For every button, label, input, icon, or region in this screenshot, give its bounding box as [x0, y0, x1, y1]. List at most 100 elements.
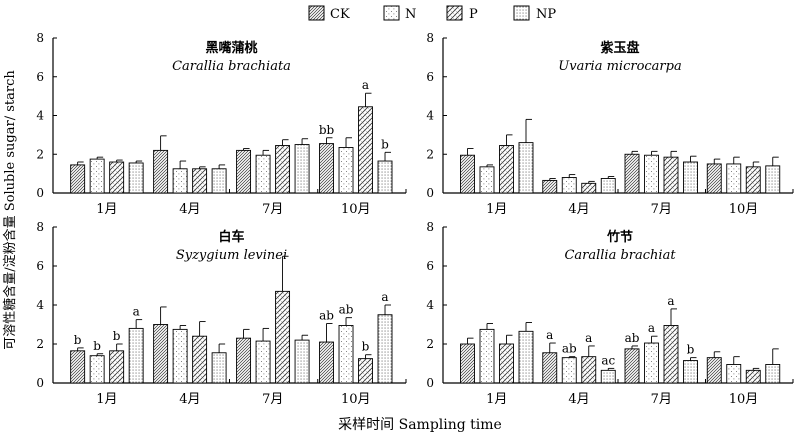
legend-item-np: NP — [513, 5, 556, 22]
bar-n — [338, 325, 354, 384]
y-tick-label: 2 — [36, 147, 44, 161]
bar-np — [211, 352, 227, 384]
legend-swatch-ck — [308, 5, 325, 21]
x-tick-label: 4月 — [568, 392, 589, 407]
y-tick-label: 4 — [36, 109, 44, 123]
significance-label: ab — [625, 331, 640, 345]
y-tick-label: 6 — [36, 259, 44, 273]
y-tick-label: 0 — [36, 376, 44, 390]
y-tick-label: 8 — [426, 220, 434, 234]
bar-np — [128, 327, 144, 384]
significance-label: ab — [319, 309, 334, 323]
bar-ck — [624, 153, 640, 194]
x-tick-label: 7月 — [262, 202, 283, 217]
x-tick-label: 1月 — [486, 202, 507, 217]
y-tick-label: 2 — [426, 337, 434, 351]
significance-label: a — [362, 78, 369, 92]
legend-label-p: P — [469, 7, 478, 22]
y-tick-label: 0 — [426, 376, 434, 390]
bar-ck — [319, 143, 334, 194]
x-tick-label: 4月 — [568, 202, 589, 217]
panel-title-cn: 紫玉盘 — [600, 40, 639, 56]
x-tick-label: 10月 — [729, 202, 759, 217]
bar-ck — [706, 163, 722, 194]
significance-label: b — [74, 333, 82, 347]
panel-title-cn: 白车 — [218, 229, 244, 245]
significance-label: ab — [562, 342, 577, 356]
bar-n — [172, 168, 188, 194]
bar-ck — [236, 337, 252, 384]
bar-p — [109, 161, 125, 194]
bar-np — [765, 364, 781, 384]
bar-np — [683, 360, 698, 384]
significance-label: b — [113, 329, 121, 343]
y-tick-label: 2 — [426, 147, 434, 161]
bar-ck — [706, 357, 722, 384]
significance-label: b — [93, 339, 101, 353]
bar-np — [518, 142, 534, 194]
bar-p — [499, 343, 514, 384]
bar-np — [377, 160, 393, 194]
y-tick-label: 4 — [426, 298, 434, 312]
y-tick-label: 6 — [36, 70, 44, 84]
bar-ck — [624, 348, 640, 384]
bar-ck — [70, 164, 86, 194]
bar-n — [726, 364, 742, 384]
x-tick-label: 7月 — [262, 392, 283, 407]
significance-label: a — [133, 305, 140, 319]
bar-n — [89, 158, 105, 194]
bar-ck — [153, 324, 169, 384]
significance-label: a — [585, 331, 592, 345]
figure-y-axis-title: 可溶性糖含量/淀粉含量 Soluble sugar/ starch — [2, 70, 18, 350]
x-tick-label: 10月 — [341, 392, 371, 407]
significance-label: a — [648, 321, 655, 335]
bar-ck — [542, 352, 558, 384]
legend: CK N P NP — [308, 5, 556, 22]
x-tick-label: 4月 — [179, 202, 200, 217]
bar-p — [663, 325, 679, 384]
significance-label: b — [381, 137, 389, 151]
x-tick-label: 4月 — [179, 392, 200, 407]
panel-title-latin: Carallia brachiat — [564, 248, 676, 263]
legend-label-n: N — [405, 7, 416, 22]
panel-title-latin: Uvaria microcarpa — [558, 59, 681, 74]
bar-p — [358, 358, 373, 384]
bar-p — [745, 166, 761, 194]
bar-n — [255, 340, 271, 384]
bar-p — [275, 145, 291, 194]
bar-n — [479, 166, 495, 194]
x-tick-label: 10月 — [341, 202, 371, 217]
bar-np — [128, 162, 144, 194]
significance-label: ab — [339, 303, 354, 317]
bar-ck — [319, 341, 334, 384]
bar-n — [89, 355, 105, 384]
y-tick-label: 4 — [36, 298, 44, 312]
bar-np — [294, 144, 310, 194]
significance-label: a — [381, 290, 388, 304]
y-tick-label: 4 — [426, 109, 434, 123]
bar-p — [358, 106, 373, 194]
y-tick-label: 8 — [426, 31, 434, 45]
bar-n — [561, 177, 577, 194]
y-tick-label: 0 — [426, 186, 434, 200]
y-tick-label: 2 — [36, 337, 44, 351]
bar-n — [479, 328, 495, 384]
significance-label: a — [667, 294, 674, 308]
bar-np — [294, 339, 310, 384]
bar-np — [683, 161, 698, 194]
x-tick-label: 1月 — [486, 392, 507, 407]
x-tick-label: 1月 — [96, 392, 117, 407]
y-tick-label: 8 — [36, 220, 44, 234]
figure-x-axis-title: 采样时间 Sampling time — [338, 417, 502, 433]
bar-n — [644, 342, 659, 384]
bar-n — [172, 328, 188, 384]
x-tick-label: 7月 — [651, 202, 672, 217]
bar-n — [726, 163, 742, 194]
chart-panel-2: 0 2 4 6 8 紫玉盘 Uvaria microcarpa 1月 4月 7月 10月 — [426, 31, 794, 217]
significance-label: b — [362, 340, 370, 354]
panel-title-latin: Syzygium levinei — [176, 248, 287, 263]
bar-p — [663, 156, 679, 194]
